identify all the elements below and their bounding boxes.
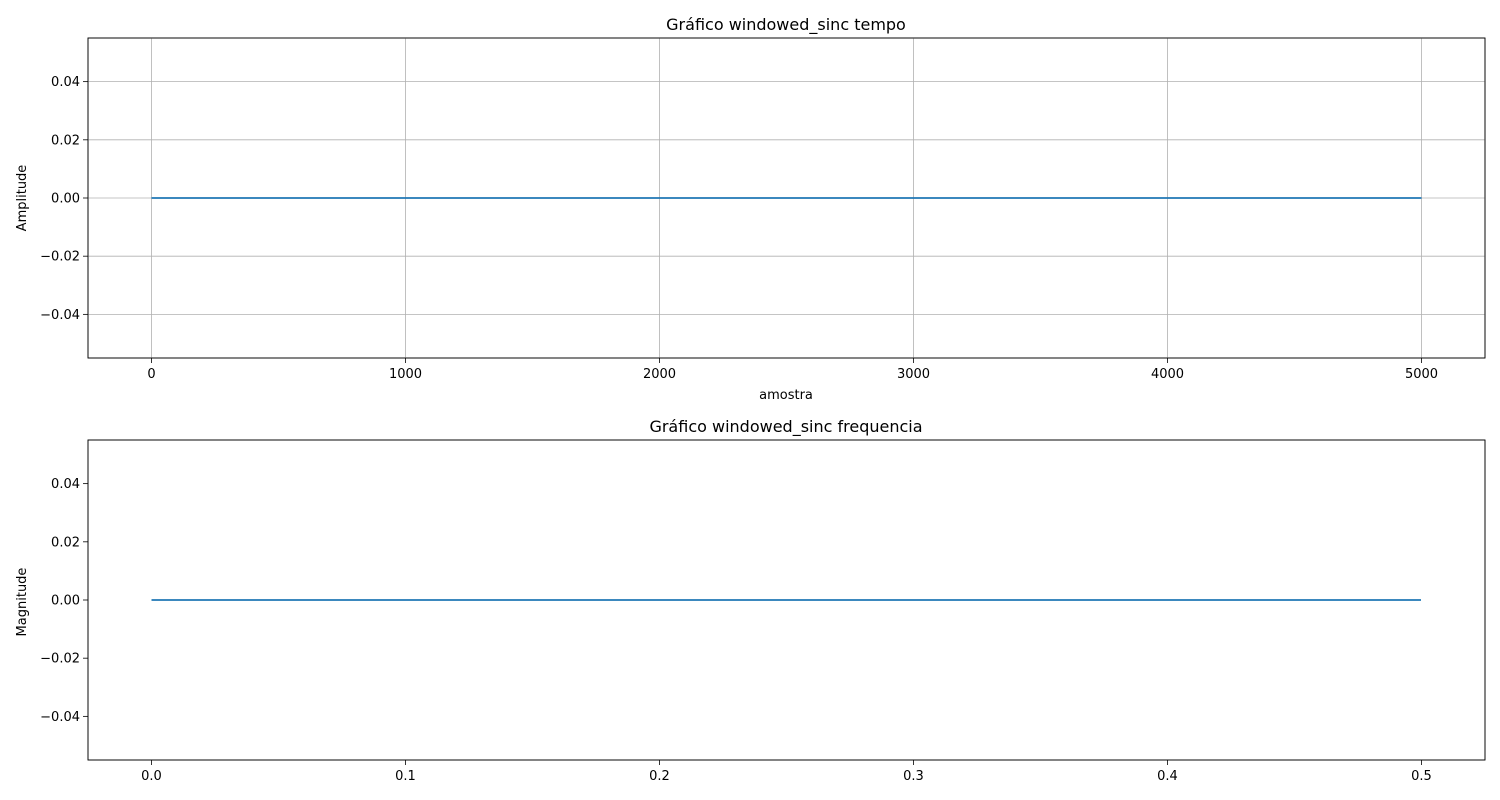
frequency-plot-xtick-label-5: 0.5 <box>1411 769 1432 784</box>
time-plot-xtick-label-5: 5000 <box>1405 367 1438 382</box>
frequency-plot-xtick-label-0: 0.0 <box>141 769 162 784</box>
frequency-domain-plot: Gráfico windowed_sinc frequencia 0.0 0.1 0… <box>15 417 1486 784</box>
time-plot-x-ticks: 0 1000 2000 3000 4000 5000 <box>147 358 1438 382</box>
frequency-plot-ytick-label-4: 0.04 <box>51 477 80 492</box>
time-plot-ytick-label-0: −0.04 <box>40 308 80 323</box>
frequency-plot-x-ticks: 0.0 0.1 0.2 0.3 0.4 0.5 <box>141 760 1432 784</box>
time-plot-y-ticks: −0.04 −0.02 0.00 0.02 0.04 <box>40 75 88 323</box>
time-plot-xtick-label-0: 0 <box>147 367 155 382</box>
time-plot-title: Gráfico windowed_sinc tempo <box>666 15 906 35</box>
frequency-plot-xtick-label-1: 0.1 <box>395 769 416 784</box>
time-plot-ytick-label-2: 0.00 <box>51 192 80 207</box>
time-plot-ytick-label-4: 0.04 <box>51 75 80 90</box>
time-plot-xtick-label-4: 4000 <box>1151 367 1184 382</box>
frequency-plot-ytick-label-3: 0.02 <box>51 535 80 550</box>
frequency-plot-ytick-label-0: −0.04 <box>40 710 80 725</box>
time-plot-xlabel: amostra <box>759 388 813 403</box>
frequency-plot-xtick-label-3: 0.3 <box>903 769 924 784</box>
frequency-plot-xtick-label-2: 0.2 <box>649 769 670 784</box>
frequency-plot-y-ticks: −0.04 −0.02 0.00 0.02 0.04 <box>40 477 88 725</box>
frequency-plot-ytick-label-1: −0.02 <box>40 652 80 667</box>
frequency-plot-ylabel: Magnitude <box>15 568 30 637</box>
time-plot-xtick-label-3: 3000 <box>897 367 930 382</box>
time-plot-xtick-label-2: 2000 <box>643 367 676 382</box>
frequency-plot-title: Gráfico windowed_sinc frequencia <box>649 417 922 437</box>
time-plot-xtick-label-1: 1000 <box>389 367 422 382</box>
frequency-plot-ytick-label-2: 0.00 <box>51 594 80 609</box>
time-plot-ylabel: Amplitude <box>15 165 30 232</box>
time-domain-plot: Gráfico windowed_sinc tempo 0 1000 2000 300… <box>15 15 1486 403</box>
time-plot-ytick-label-3: 0.02 <box>51 133 80 148</box>
frequency-plot-xtick-label-4: 0.4 <box>1157 769 1178 784</box>
time-plot-ytick-label-1: −0.02 <box>40 250 80 265</box>
